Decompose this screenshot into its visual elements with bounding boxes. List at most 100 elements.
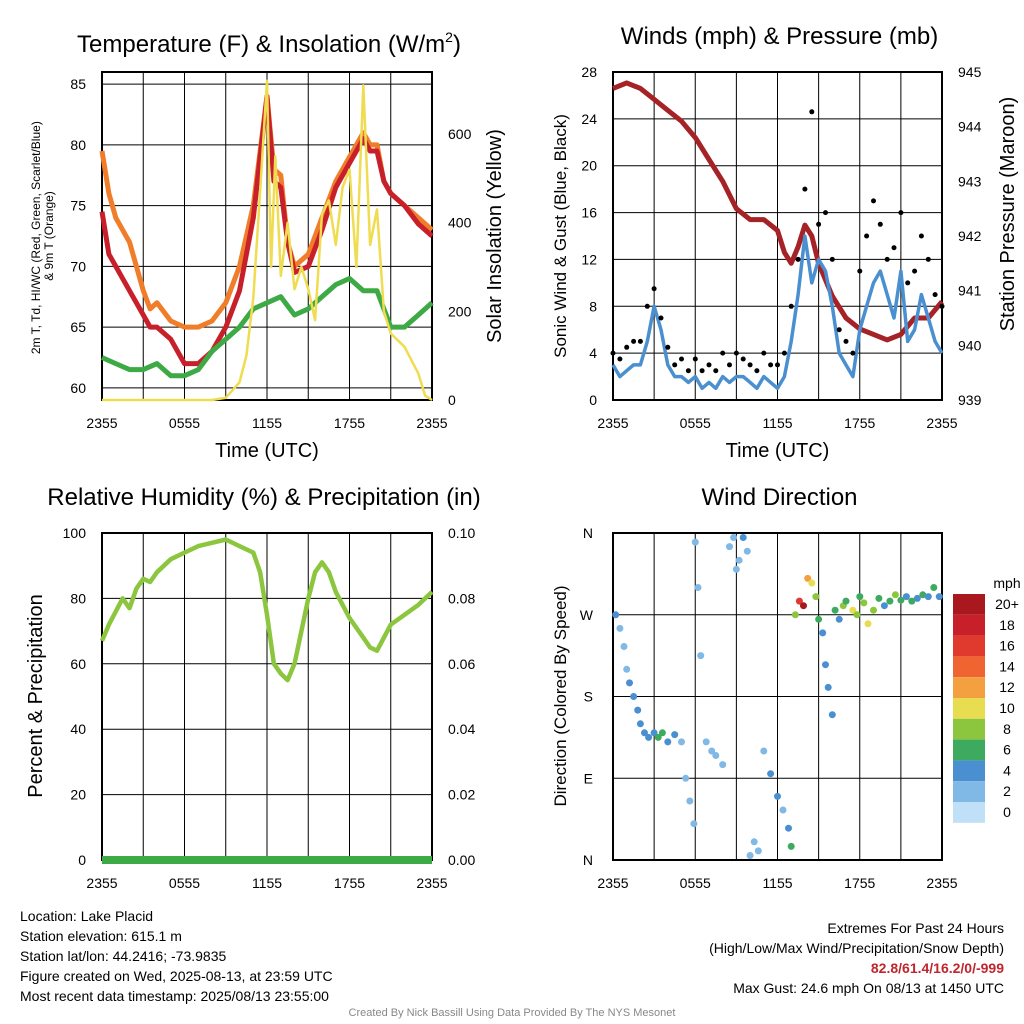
gust-point: [658, 315, 664, 321]
chart-title: Relative Humidity (%) & Precipitation (i…: [47, 484, 480, 511]
extremes-title: Extremes For Past 24 Hours: [827, 920, 1004, 936]
y2-tick-label: 0.08: [448, 590, 475, 606]
direction-point: [791, 611, 799, 619]
direction-point: [708, 747, 716, 755]
gust-point: [706, 362, 712, 368]
x-tick-label: 2355: [416, 875, 447, 891]
direction-point: [658, 729, 666, 737]
x-tick-label: 2355: [597, 875, 628, 891]
gust-point: [617, 356, 623, 362]
direction-point: [875, 594, 883, 602]
legend-swatch: [953, 760, 985, 782]
chart-title: Temperature (F) & Insolation (W/m2): [77, 29, 461, 58]
legend-swatch: [953, 594, 985, 615]
x-tick-label: 2355: [416, 415, 447, 431]
direction-point: [739, 534, 747, 541]
chart-panel-3: Relative Humidity (%) & Precipitation (i…: [25, 484, 481, 891]
direction-point: [691, 538, 699, 546]
direction-point: [897, 596, 905, 604]
y-axis-label: Percent & Precipitation: [25, 594, 47, 797]
gust-point: [912, 268, 918, 274]
y2-tick-label: 400: [448, 215, 472, 231]
direction-point: [808, 579, 816, 587]
series-line-1: [99, 93, 434, 330]
series-line-3: [100, 276, 434, 379]
y-tick-label: 20: [70, 787, 86, 803]
direction-point: [760, 747, 768, 755]
gust-point: [692, 356, 698, 362]
gust-point: [905, 280, 911, 286]
gust-point: [898, 210, 904, 216]
location-text: Location: Lake Placid: [20, 908, 154, 924]
gust-point: [651, 286, 657, 292]
direction-point: [864, 620, 872, 628]
y2-tick-label: 945: [958, 64, 982, 80]
y2-tick-label: 0.04: [448, 721, 475, 737]
y-tick-label: 60: [70, 380, 86, 396]
y-tick-label: 28: [581, 64, 597, 80]
y-axis-label: Sonic Wind & Gust (Blue, Black): [551, 114, 570, 358]
direction-point: [774, 792, 781, 800]
direction-point: [620, 643, 628, 650]
y-tick-label: 24: [581, 111, 597, 127]
direction-point: [853, 611, 861, 619]
gust-point: [918, 233, 924, 239]
gust-point: [679, 356, 684, 362]
direction-point: [767, 770, 775, 778]
legend-swatch: [953, 656, 985, 678]
gust-point: [713, 368, 719, 374]
x-tick-label: 0555: [680, 875, 711, 891]
gust-point: [720, 350, 726, 356]
gust-point: [836, 327, 842, 333]
plot-frame: [612, 71, 943, 401]
x-tick-label: 1755: [844, 875, 875, 891]
direction-point: [654, 733, 662, 741]
direction-point: [641, 729, 648, 737]
gust-point: [727, 362, 732, 368]
direction-point: [630, 693, 638, 700]
legend-label: 2: [1003, 783, 1011, 799]
legend-label: 18: [999, 617, 1015, 633]
direction-point: [623, 665, 631, 673]
plot-frame: [612, 532, 943, 861]
gust-point: [795, 256, 801, 262]
gust-point: [685, 368, 691, 374]
direction-point: [842, 597, 850, 605]
direction-point: [650, 729, 658, 737]
max-gust-text: Max Gust: 24.6 mph On 08/13 at 1450 UTC: [733, 980, 1004, 996]
direction-point: [626, 679, 633, 687]
direction-point: [636, 720, 644, 728]
y-tick-label: 20: [581, 158, 597, 174]
gust-point: [864, 233, 870, 239]
legend-swatch: [953, 698, 985, 719]
direction-point: [815, 615, 823, 623]
x-tick-label: 1755: [844, 415, 875, 431]
direction-point: [831, 606, 839, 614]
y-tick-label: 80: [70, 590, 86, 606]
legend-swatch: [953, 635, 985, 657]
gust-point: [788, 303, 794, 309]
legend-swatch: [953, 718, 985, 740]
legend-swatch: [953, 677, 985, 698]
gust-point: [939, 303, 945, 309]
direction-point: [750, 838, 758, 846]
direction-point: [735, 556, 743, 564]
direction-point: [690, 820, 698, 828]
extremes-info: Extremes For Past 24 Hours (High/Low/Max…: [709, 918, 1004, 998]
direction-point: [795, 597, 803, 605]
x-tick-label: 2355: [597, 415, 628, 431]
gust-point: [754, 368, 760, 374]
y2-tick-label: 941: [958, 283, 982, 299]
legend-label: 6: [1003, 742, 1011, 758]
y-tick-label: 100: [63, 525, 87, 541]
direction-point: [800, 602, 807, 610]
x-tick-label: 1155: [762, 875, 792, 891]
series-line-1: [99, 537, 434, 683]
y-tick-label: N: [583, 525, 593, 541]
y-axis-label: 2m T, Td, HI/WC (Red, Green, Scarlet/Blu…: [29, 118, 56, 354]
gust-point: [747, 362, 753, 368]
gust-point: [932, 292, 938, 298]
y-tick-label: 8: [589, 298, 597, 314]
x-axis-label: Time (UTC): [726, 440, 830, 462]
